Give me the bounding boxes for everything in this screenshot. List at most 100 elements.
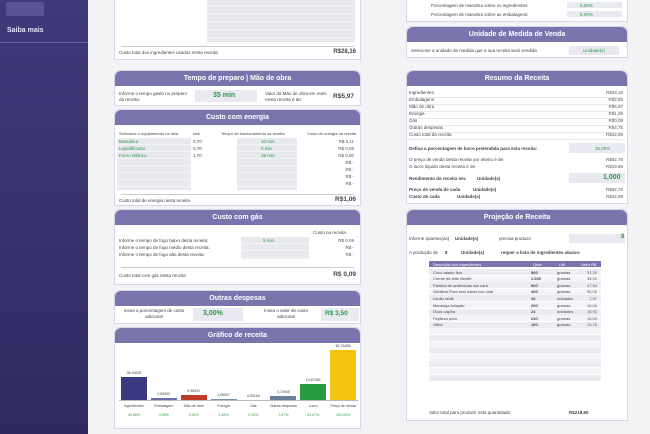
tempo-panel: Tempo de preparo | Mão de obra Informe o…	[114, 70, 361, 106]
header-desc: Descrição dos ingredientes	[433, 261, 482, 267]
chart-bar	[180, 395, 207, 400]
tempo-input[interactable]	[195, 90, 257, 102]
energia-total-value: R$1,06	[335, 196, 356, 203]
manobra-ingredientes-label: Porcentagem de manobra sobre os ingredie…	[431, 3, 529, 8]
chart-bar	[150, 397, 177, 400]
unidade-value: Unidade(s)	[583, 48, 606, 53]
projecao-item-um: gramas	[557, 269, 571, 275]
chart-value-label: 5,96591	[187, 389, 201, 394]
resumo-title: Resumo da Receita	[407, 71, 627, 86]
outras-valor-input[interactable]	[321, 308, 359, 321]
divider	[121, 267, 354, 268]
divider	[121, 194, 354, 195]
projecao-item-valor: 16,00	[586, 315, 597, 321]
projecao-empty-row	[429, 341, 601, 348]
energia-custo: R$ 0,05	[338, 146, 354, 151]
projecao-item-row	[429, 321, 601, 328]
gas-panel: Custo com gás Custo na receita Informe o…	[114, 209, 361, 285]
energia-tempo: 10 min	[261, 139, 275, 144]
mao-obra-value: R$5,97	[333, 93, 354, 100]
energia-custo: R$ 0,90	[338, 153, 354, 158]
preco-value: R$62,76	[605, 157, 623, 162]
gas-row-label: Informe o tempo de fogo alto desta recei…	[119, 252, 205, 257]
projecao-item-desc: Farinha de amêndoas low carb	[433, 282, 488, 288]
energia-tempo-col[interactable]	[237, 138, 297, 190]
projecao-item-qty: 400	[531, 289, 538, 295]
tempo-label: Informe o tempo gasto no preparo da rece…	[119, 91, 188, 102]
outras-valor-value: R$ 3,50	[325, 310, 348, 317]
projecao-item-row	[429, 308, 601, 315]
chart-category-label: Gás	[250, 404, 257, 408]
grafico-title: Gráfico de receita	[115, 328, 360, 343]
energia-kwh: 0,70	[193, 146, 202, 151]
energia-kwh: 0,70	[193, 139, 202, 144]
chart-bar	[121, 377, 147, 400]
chart-baseline	[119, 400, 358, 401]
projecao-item-um: gramas	[557, 282, 571, 288]
projecao-item-valor: 15,76	[586, 322, 597, 328]
resumo-row-value: R$1,06	[608, 111, 623, 116]
energia-equip-col[interactable]	[117, 138, 191, 190]
producao-label: A produção de	[409, 250, 439, 255]
manobra-panel: Porcentagem de manobra sobre os ingredie…	[406, 0, 628, 22]
resumo-row-value: R$28,16	[605, 90, 623, 95]
projecao-item-um: gramas	[557, 276, 571, 282]
resumo-row-label: Energia	[409, 111, 425, 116]
resumo-panel: Resumo da Receita Ingredientes R$28,16 Emb…	[406, 70, 628, 204]
unidade-select[interactable]	[569, 46, 619, 55]
energia-tempo: 5 min	[261, 146, 273, 151]
liquido-value: R$19,86	[605, 164, 623, 169]
chart-percent-label: 1,69%	[218, 413, 229, 417]
projecao-item-row	[429, 282, 601, 289]
chart-category-label: Lucro	[308, 404, 318, 408]
energia-header-custo: Custo de energia na receita	[307, 131, 357, 136]
manobra-ingredientes-input[interactable]	[567, 2, 622, 8]
precisa-input[interactable]	[569, 234, 625, 243]
chart-percent-label: 100,00%	[335, 413, 351, 417]
sidebar: Saiba mais	[0, 0, 88, 434]
resumo-row-divider	[409, 117, 623, 119]
manobra-embalagens-input[interactable]	[567, 11, 622, 17]
energia-kwh: 1,70	[193, 153, 202, 158]
resumo-row-value: R$42,89	[605, 132, 623, 137]
gas-row-custo: R$ 0,09	[338, 238, 354, 243]
chart-value-label: 19,87954	[305, 378, 321, 383]
saiba-mais-link[interactable]: Saiba mais	[7, 27, 44, 34]
sidebar-divider	[0, 42, 88, 43]
rendimento-input[interactable]	[569, 173, 625, 183]
gas-tempo-col[interactable]	[241, 237, 309, 259]
tempo-title: Tempo de preparo | Mão de obra	[115, 71, 360, 86]
ingredients-total-label: Custo total dos ingredientes usados nest…	[119, 50, 219, 55]
energia-equip: Batedeira	[119, 139, 139, 144]
projecao-empty-row	[429, 354, 601, 361]
energia-custo: R$ 0,11	[338, 139, 354, 144]
resumo-row-divider	[409, 131, 623, 133]
resumo-row-divider	[409, 110, 623, 112]
unidade-label: Selecione a unidade de medida que a sua …	[411, 48, 537, 53]
projecao-item-row	[429, 269, 601, 275]
projecao-empty-row	[429, 335, 601, 341]
resumo-row-label: Gás	[409, 118, 418, 123]
projecao-item-qty: 16	[531, 295, 536, 301]
resumo-row-divider	[409, 103, 623, 105]
unidade-panel: Unidade de Medida de Venda Selecione a u…	[406, 26, 628, 58]
producao-unit: Unidade(s)	[461, 250, 485, 255]
chart-value-label: 28,15625	[126, 371, 142, 376]
chart-percent-label: 44,86%	[127, 413, 141, 417]
outras-pct-input[interactable]	[193, 308, 243, 321]
projecao-item-row	[429, 315, 601, 322]
projecao-item-um: gramas	[557, 315, 571, 321]
energia-custo-empty: R$ -	[345, 160, 354, 165]
chart-value-label: 0,09164	[246, 393, 260, 398]
projecao-empty-row	[429, 328, 601, 335]
projecao-item-row	[429, 295, 601, 302]
outras-title: Outras despesas	[115, 291, 360, 306]
projecao-item-desc: Psyllium puro	[433, 315, 458, 321]
tempo-value: 35 min	[213, 92, 236, 99]
projecao-item-qty: 560	[531, 269, 538, 275]
projecao-item-qty: 24	[531, 309, 536, 315]
mao-obra-label: Valor da Mão de obra em reais nesta rece…	[265, 91, 327, 102]
chart-value-label: 62,76458	[335, 343, 351, 348]
lucro-input[interactable]	[569, 143, 625, 153]
rendimento-unit: Unidade(s)	[477, 176, 501, 181]
